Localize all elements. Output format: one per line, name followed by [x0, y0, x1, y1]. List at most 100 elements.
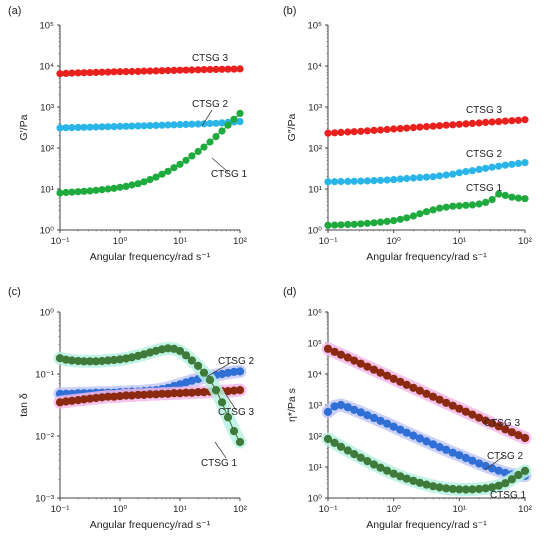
chart-panel-2: (c) 10⁻³ 10⁻² 10⁻¹ 10⁰ 10⁻¹ 10⁰ 10¹ 10² Angular f… — [8, 286, 254, 531]
data-point — [442, 121, 450, 129]
data-point — [188, 120, 196, 128]
data-point — [212, 119, 220, 127]
data-point — [449, 121, 457, 129]
data-point — [62, 69, 70, 77]
data-point — [514, 470, 523, 480]
x-tick-label: 10¹ — [452, 504, 466, 515]
data-point — [336, 442, 346, 451]
data-point — [80, 187, 88, 195]
data-point — [488, 163, 496, 171]
data-point — [62, 124, 70, 132]
y-tick-label: 10⁵ — [39, 21, 54, 32]
data-point — [194, 120, 202, 128]
series-ctsg-2 — [56, 118, 244, 132]
data-point — [376, 218, 385, 226]
x-tick-label: 10⁰ — [386, 236, 401, 247]
data-point — [356, 359, 365, 368]
x-axis-label: Angular frequency/rad s⁻¹ — [90, 519, 211, 531]
data-point — [164, 66, 172, 75]
data-point — [508, 193, 516, 201]
data-point — [330, 438, 339, 447]
panel-label: (b) — [283, 5, 296, 17]
y-tick-label: 10¹ — [308, 185, 322, 196]
data-point — [468, 485, 477, 494]
data-point — [152, 67, 160, 75]
data-point — [350, 220, 358, 228]
data-point — [92, 68, 100, 76]
data-point — [435, 483, 444, 492]
data-point — [462, 168, 470, 176]
data-point — [422, 208, 431, 216]
y-axis-label: tan δ — [18, 393, 30, 417]
data-point — [344, 128, 352, 136]
y-tick-label: 10⁻¹ — [35, 370, 54, 381]
data-point — [357, 220, 365, 228]
y-tick-label: 10³ — [40, 103, 54, 114]
data-point — [206, 65, 214, 74]
data-point — [468, 410, 477, 419]
data-point — [229, 427, 239, 436]
x-tick-label: 10² — [233, 236, 247, 247]
data-point — [80, 123, 88, 131]
data-point — [494, 466, 503, 475]
data-point — [396, 125, 404, 133]
data-point — [429, 173, 437, 181]
panel-label: (d) — [283, 286, 296, 298]
data-point — [363, 219, 371, 227]
x-tick-label: 10⁰ — [386, 504, 401, 515]
data-point — [508, 160, 516, 168]
data-point — [488, 419, 497, 428]
data-point — [520, 433, 530, 443]
data-point — [376, 126, 385, 134]
series-annotation: CTSG 3 — [484, 418, 521, 429]
series-ctsg-1 — [321, 432, 532, 496]
data-point — [409, 212, 417, 220]
series-annotation: CTSG 2 — [466, 149, 503, 160]
data-point — [436, 204, 444, 212]
data-point — [468, 201, 476, 209]
data-point — [409, 124, 417, 132]
data-point — [415, 478, 424, 487]
series-ctsg-1 — [56, 109, 244, 197]
data-point — [449, 170, 457, 178]
data-point — [331, 129, 339, 137]
data-point — [521, 195, 529, 203]
data-point — [396, 425, 405, 434]
series-annotation: CTSG 1 — [211, 169, 248, 180]
data-point — [389, 422, 398, 431]
data-point — [370, 219, 378, 227]
data-point — [235, 437, 245, 447]
annotation-leader — [207, 361, 233, 377]
series-annotation: CTSG 3 — [218, 407, 255, 418]
x-axis-label: Angular frequency/rad s⁻¹ — [366, 251, 487, 263]
data-point — [116, 183, 124, 191]
x-tick-label: 10⁰ — [113, 236, 128, 247]
data-point — [344, 220, 352, 229]
annotation-leader — [214, 441, 227, 459]
data-point — [194, 66, 202, 74]
data-point — [370, 177, 378, 185]
x-tick-label: 10⁻¹ — [319, 504, 338, 515]
data-point — [146, 122, 154, 130]
y-tick-label: 10⁰ — [308, 494, 323, 505]
data-point — [128, 181, 136, 189]
data-point — [468, 456, 477, 465]
x-tick-label: 10¹ — [173, 504, 187, 515]
data-point — [140, 178, 148, 186]
series-annotation: CTSG 3 — [466, 105, 503, 116]
series-ctsg-2 — [324, 159, 529, 186]
data-point — [324, 129, 332, 137]
data-point — [323, 407, 333, 416]
panel-label: (a) — [8, 5, 21, 17]
x-axis-label: Angular frequency/rad s⁻¹ — [366, 519, 487, 531]
data-point — [344, 177, 352, 185]
data-point — [187, 356, 196, 365]
data-point — [416, 123, 424, 131]
data-point — [488, 196, 496, 204]
annotation-leader — [201, 109, 213, 127]
